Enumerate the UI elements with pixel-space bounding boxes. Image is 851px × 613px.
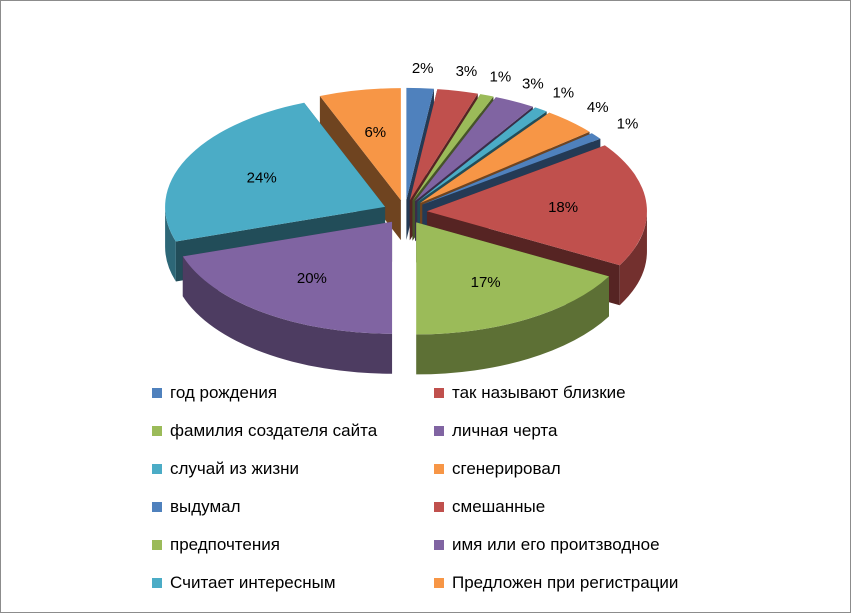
pie-slice-top xyxy=(412,94,494,201)
legend-label: фамилия создателя сайта xyxy=(170,421,378,440)
legend-swatch xyxy=(434,502,444,512)
legend-swatch xyxy=(152,502,162,512)
legend-swatch xyxy=(434,578,444,588)
legend-item-имя-или-его-проитзводное: имя или его проитзводное xyxy=(434,534,660,556)
legend-swatch xyxy=(434,540,444,550)
pie-label-так-называют-близкие: 3% xyxy=(456,63,478,80)
legend-swatch xyxy=(434,388,444,398)
legend-label: Предложен при регистрации xyxy=(452,573,679,592)
legend-swatch xyxy=(434,464,444,474)
legend-swatch xyxy=(152,578,162,588)
legend-item-сгенерировал: сгенерировал xyxy=(434,458,561,480)
pie-label-имя-или-его-проитзводное: 20% xyxy=(297,270,327,287)
pie-slice-top xyxy=(426,145,647,266)
legend-label: год рождения xyxy=(170,383,278,402)
pie-label-год-рождения: 2% xyxy=(412,60,434,77)
legend-item-личная-черта: личная черта xyxy=(434,420,558,442)
pie-slice-top xyxy=(414,97,533,202)
legend-swatch xyxy=(152,540,162,550)
pie-slice-top xyxy=(406,87,434,200)
legend-swatch xyxy=(152,464,162,474)
legend-swatch xyxy=(152,388,162,398)
pie-label-смешанные: 18% xyxy=(548,199,578,216)
pie-label-сгенерировал: 4% xyxy=(587,99,609,116)
legend-swatch xyxy=(152,426,162,436)
pie-slice-top xyxy=(420,112,590,204)
pie-label-случай-из-жизни: 1% xyxy=(552,85,574,102)
legend-item-так-называют-близкие: так называют близкие xyxy=(434,382,626,404)
legend-label: Считает интересным xyxy=(170,573,336,592)
legend-label: предпочтения xyxy=(170,535,280,554)
pie-slice-top xyxy=(182,221,393,334)
pie-label-личная-черта: 3% xyxy=(522,75,544,92)
pie-label-предложен-при-регистрации: 6% xyxy=(364,124,386,141)
pie-slice-top xyxy=(422,133,601,205)
legend-item-выдумал: выдумал xyxy=(152,496,241,518)
pie-label-фамилия-создателя-сайта: 1% xyxy=(490,68,512,85)
pie-slice-top xyxy=(319,88,401,201)
legend-label: сгенерировал xyxy=(452,459,561,478)
legend-item-предпочтения: предпочтения xyxy=(152,534,280,556)
legend-item-фамилия-создателя-сайта: фамилия создателя сайта xyxy=(152,420,377,442)
legend-item-предложен-при-регистрации: Предложен при регистрации xyxy=(434,572,678,594)
pie-slice-top xyxy=(165,102,386,242)
legend-item-смешанные: смешанные xyxy=(434,496,545,518)
pie-label-выдумал: 1% xyxy=(617,116,639,133)
legend-label: так называют близкие xyxy=(452,383,626,402)
legend-item-случай-из-жизни: случай из жизни xyxy=(152,458,299,480)
pie-label-считает-интересным: 24% xyxy=(247,169,277,186)
legend-label: личная черта xyxy=(452,421,558,440)
legend-item-год-рождения: год рождения xyxy=(152,382,277,404)
pie-slice-top xyxy=(409,89,478,201)
legend-label: смешанные xyxy=(452,497,546,516)
pie-slice-top xyxy=(416,222,609,335)
pie-label-предпочтения: 17% xyxy=(471,274,501,291)
legend-label: выдумал xyxy=(170,497,241,516)
pie-slice-имя-или-его-проитзводное xyxy=(182,221,393,374)
legend-label: случай из жизни xyxy=(170,459,300,478)
legend-swatch xyxy=(434,426,444,436)
pie-slice-предпочтения xyxy=(416,222,609,375)
legend-item-считает-интересным: Считает интересным xyxy=(152,572,336,594)
legend-label: имя или его проитзводное xyxy=(452,535,660,554)
pie-slice-top xyxy=(417,107,547,202)
